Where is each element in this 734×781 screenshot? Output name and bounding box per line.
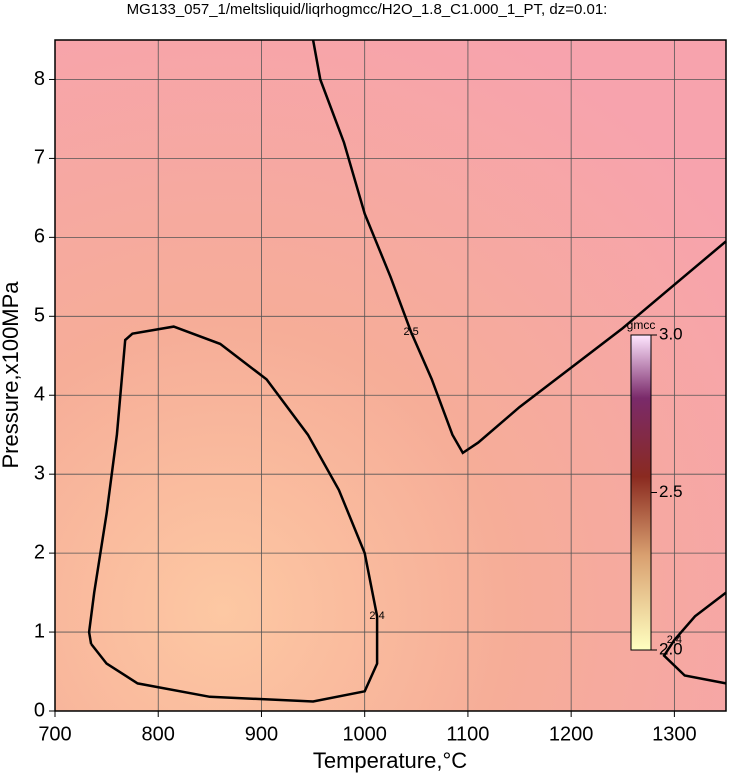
y-tick-label: 8 xyxy=(34,68,45,90)
colorbar-tick-label: 3.0 xyxy=(659,324,683,343)
plot-frame xyxy=(54,39,727,712)
y-tick-label: 3 xyxy=(34,462,45,484)
grid xyxy=(54,40,726,712)
chart-title: MG133_057_1/meltsliquid/liqrhogmcc/H2O_1… xyxy=(127,1,608,18)
plot-background xyxy=(55,40,726,711)
contour-label: 2.4 xyxy=(667,634,682,646)
contour-label: 2.5 xyxy=(403,326,418,338)
colorbar-tick-label: 2.0 xyxy=(659,639,683,658)
contour-line xyxy=(662,591,727,685)
y-tick-label: 7 xyxy=(34,147,45,169)
colorbar xyxy=(630,334,652,651)
x-tick-label: 1300 xyxy=(652,723,697,745)
x-axis-label: Temperature,°C xyxy=(313,748,467,773)
y-tick-label: 2 xyxy=(34,541,45,563)
x-tick-label: 1200 xyxy=(549,723,594,745)
y-tick-label: 0 xyxy=(34,699,45,721)
colorbar-tick-label: 2.5 xyxy=(659,482,683,501)
colorbar-label: gmcc xyxy=(627,318,656,332)
x-tick-label: 800 xyxy=(142,723,175,745)
contour-line xyxy=(311,39,727,455)
x-tick-label: 900 xyxy=(245,723,278,745)
y-tick-label: 1 xyxy=(34,620,45,642)
contour-label: 2.4 xyxy=(369,610,384,622)
contours: 2.5 2.4 2.4 xyxy=(87,39,727,703)
contour-line xyxy=(87,325,379,703)
y-tick-label: 6 xyxy=(34,226,45,248)
x-tick-label: 1000 xyxy=(342,723,387,745)
y-axis-label: Pressure,x100MPa xyxy=(0,281,23,469)
x-tick-label: 1100 xyxy=(446,723,489,745)
y-tick-label: 4 xyxy=(34,384,45,406)
y-tick-label: 5 xyxy=(34,305,45,327)
x-tick-label: 700 xyxy=(38,723,71,745)
